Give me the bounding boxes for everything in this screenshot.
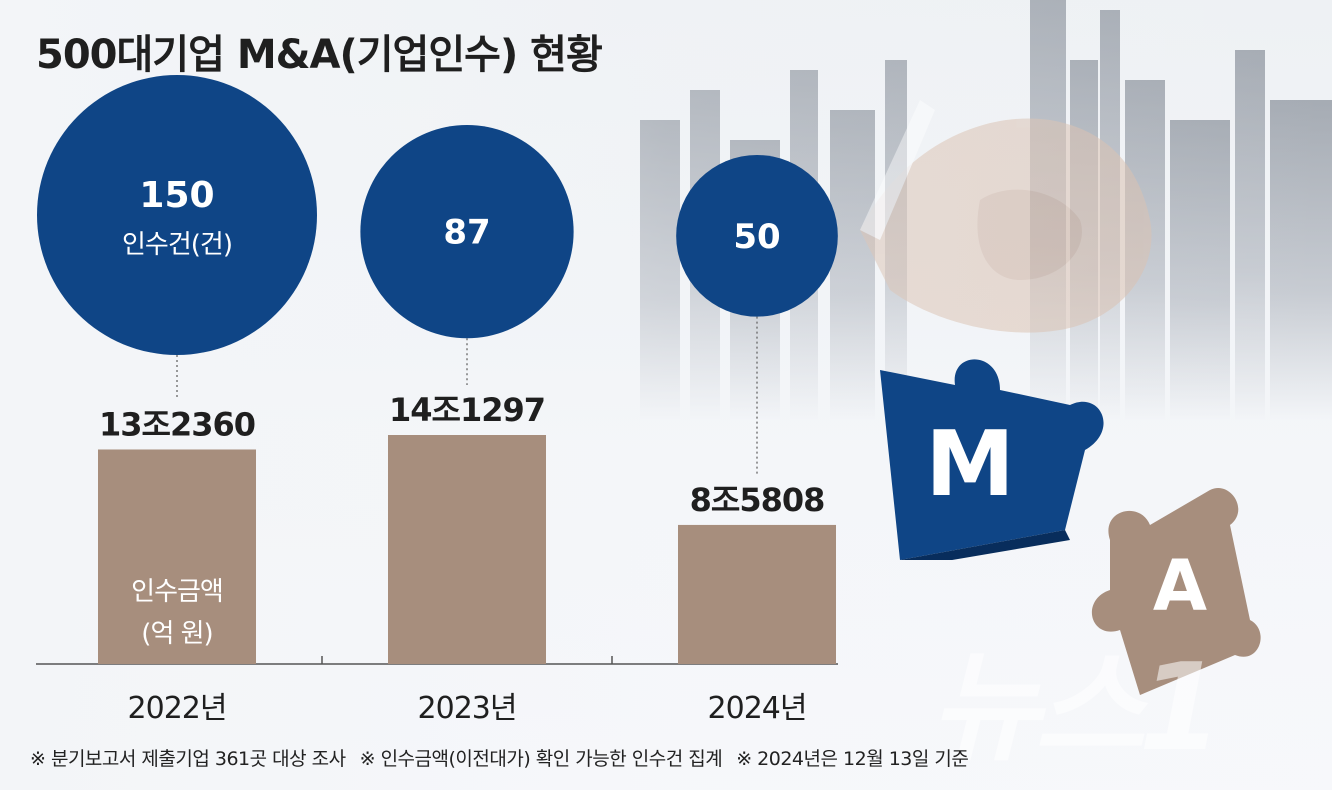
page-title: 500대기업 M&A(기업인수) 현황	[36, 32, 603, 78]
x-tick-label: 2024년	[708, 691, 807, 726]
bubble-value-label: 150	[139, 175, 214, 216]
puzzle-piece-m: M	[880, 359, 1104, 560]
footnote-1: ※ 분기보고서 제출기업 361곳 대상 조사	[30, 748, 346, 770]
bar-value-label: 8조5808	[690, 481, 825, 519]
bubble-value-label: 87	[443, 213, 490, 253]
bar-1	[98, 449, 256, 664]
puzzle-m-letter: M	[925, 412, 1015, 517]
x-tick-label: 2022년	[128, 691, 227, 726]
bar-inner-label-unit: (억 원)	[141, 619, 212, 649]
bubble-value-label: 50	[733, 217, 780, 257]
bar-2	[388, 435, 546, 664]
puzzle-a-letter: A	[1153, 545, 1207, 627]
bar-inner-label: 인수금액	[131, 577, 223, 607]
footnote-3: ※ 2024년은 12월 13일 기준	[736, 748, 969, 770]
footnotes: ※ 분기보고서 제출기업 361곳 대상 조사 ※ 인수금액(이전대가) 확인 가…	[30, 744, 969, 771]
footnote-2: ※ 인수금액(이전대가) 확인 가능한 인수건 집계	[359, 748, 723, 770]
bar-value-label: 14조1297	[389, 391, 545, 429]
bubble-3	[676, 155, 838, 317]
bubble-unit-label: 인수건(건)	[122, 230, 232, 260]
bar-value-label: 13조2360	[99, 405, 255, 443]
bubble-2	[360, 124, 574, 339]
bubble-1	[37, 75, 317, 355]
x-tick-label: 2023년	[418, 691, 517, 726]
puzzle-piece-a: A	[1091, 488, 1261, 695]
watermark-logo: 뉴스1	[930, 639, 1222, 778]
bar-3	[678, 524, 836, 664]
